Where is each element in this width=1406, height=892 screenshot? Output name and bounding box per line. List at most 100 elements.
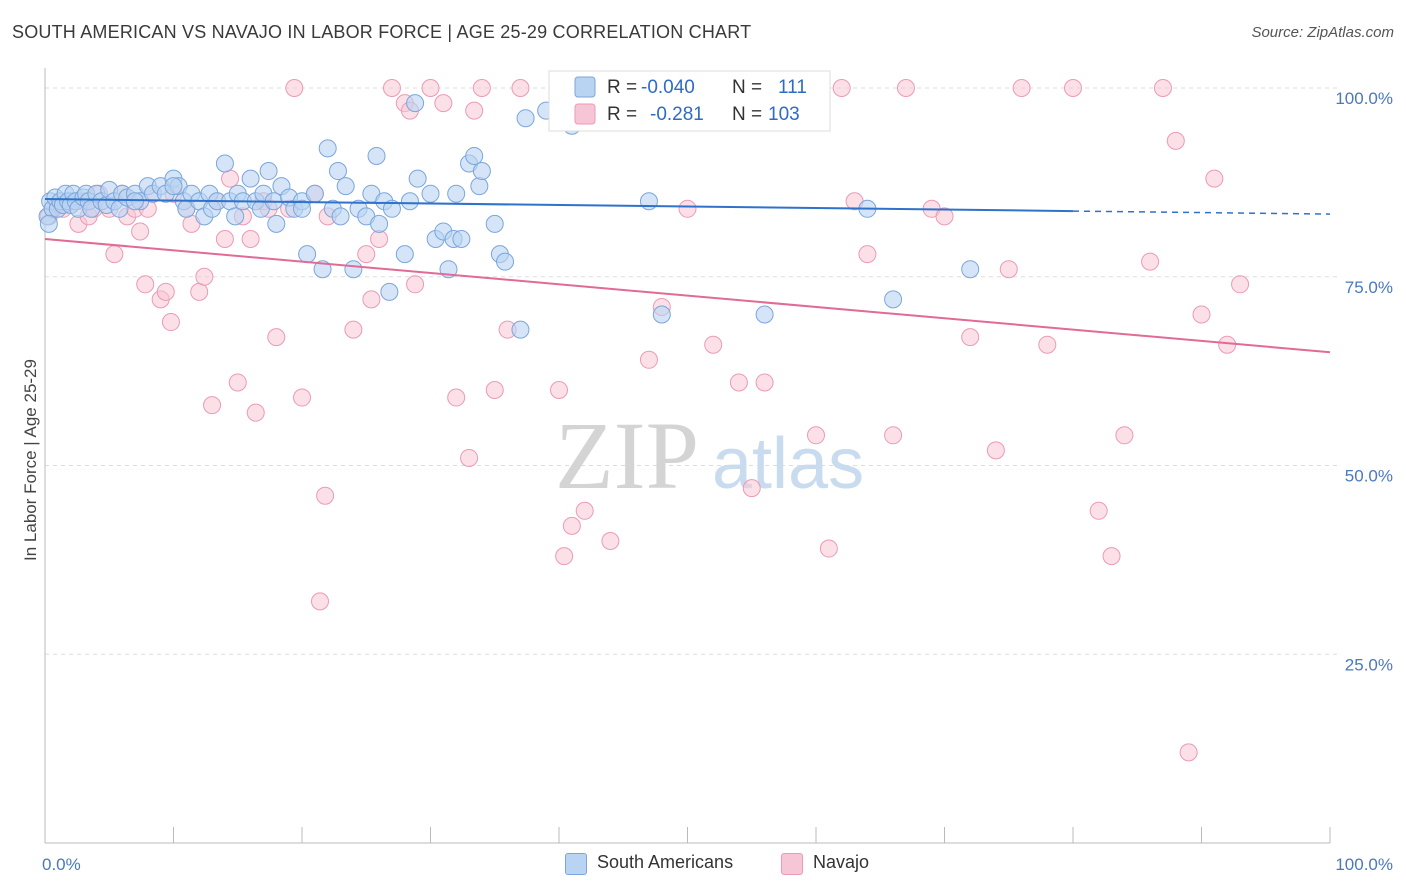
legend-n-label-2: N = <box>732 104 762 125</box>
south-american-point <box>328 162 347 181</box>
navajo-point <box>195 267 214 286</box>
south-american-point <box>380 282 399 301</box>
south-american-point <box>408 169 427 188</box>
south-american-point <box>961 260 980 279</box>
south-american-point <box>331 207 350 226</box>
navajo-point <box>858 245 877 264</box>
south-american-point <box>241 169 260 188</box>
south-american-point <box>259 162 278 181</box>
navajo-point <box>755 373 774 392</box>
navajo-point <box>550 381 568 399</box>
navajo-point <box>460 448 479 467</box>
south-american-point <box>884 290 903 309</box>
navajo-point <box>601 532 620 550</box>
watermark: ZIP atlas <box>555 402 864 509</box>
navajo-point <box>1012 79 1031 97</box>
south-american-point <box>305 184 324 203</box>
south-american-point <box>293 199 311 218</box>
south-american-point <box>395 245 414 264</box>
navajo-point <box>1192 305 1211 324</box>
navajo-point <box>511 79 530 97</box>
bottom-legend-label-south-americans: South Americans <box>597 852 734 872</box>
tick-labels: 25.0% 50.0% 75.0% 100.0% 0.0% 100.0% <box>42 89 1393 874</box>
bottom-legend: South Americans Navajo <box>0 852 1406 878</box>
navajo-point <box>221 169 240 188</box>
navajo-point <box>884 426 903 445</box>
navajo-point <box>1115 426 1134 445</box>
navajo-point <box>1089 501 1108 520</box>
navajo-point <box>555 547 574 566</box>
navajo-point <box>999 260 1018 279</box>
navajo-point <box>1153 79 1172 97</box>
legend-swatch-blue <box>574 76 596 98</box>
navajo-point <box>896 79 915 97</box>
source-label: Source: ZipAtlas.com <box>1251 24 1394 41</box>
legend-n-value-1: 111 <box>778 77 807 98</box>
navajo-point <box>370 230 389 248</box>
south-american-point <box>164 177 183 196</box>
navajo-point <box>241 230 260 248</box>
legend-swatch-pink <box>574 103 596 125</box>
navajo-point <box>961 328 980 347</box>
watermark-zip: ZIP <box>555 402 699 509</box>
navajo-point <box>1064 79 1082 97</box>
south-american-point <box>318 139 337 158</box>
south-american-point <box>452 230 471 248</box>
y-tick-label: 25.0% <box>1345 655 1393 674</box>
navajo-point <box>316 486 335 505</box>
navajo-point <box>485 381 504 399</box>
south-american-point <box>298 245 317 264</box>
south-american-point <box>470 177 489 196</box>
navajo-point <box>1141 252 1160 271</box>
navajo-point <box>285 79 304 97</box>
navajo-point <box>382 79 401 97</box>
navajo-point <box>190 282 209 301</box>
y-axis-label: In Labor Force | Age 25-29 <box>21 359 40 561</box>
south-american-point <box>367 146 386 165</box>
y-tick-label: 100.0% <box>1335 89 1393 108</box>
navajo-point <box>362 290 381 309</box>
south-american-point <box>496 252 515 271</box>
south-american-trend-extension <box>1072 210 1331 215</box>
chart-title: SOUTH AMERICAN VS NAVAJO IN LABOR FORCE … <box>12 22 752 42</box>
trend-lines <box>44 197 1331 354</box>
navajo-point <box>1102 547 1121 566</box>
legend-box: R = -0.040 N = 111 R = -0.281 N = 103 <box>548 70 831 132</box>
south-american-point <box>125 192 144 211</box>
south-american-point <box>485 214 504 233</box>
navajo-point <box>105 245 124 264</box>
south-american-point <box>465 146 484 165</box>
legend-r-value-2: -0.281 <box>650 104 704 125</box>
south-american-point <box>652 305 671 324</box>
navajo-point <box>639 350 658 369</box>
navajo-point <box>729 373 748 392</box>
south-american-point <box>639 192 658 211</box>
navajo-point <box>246 403 265 422</box>
navajo-point <box>1179 743 1198 762</box>
south-american-point <box>370 214 389 233</box>
navajo-point <box>465 101 484 120</box>
south-american-points <box>38 71 980 339</box>
y-tick-label: 75.0% <box>1345 278 1393 297</box>
navajo-point <box>215 230 234 248</box>
navajo-point <box>807 426 825 445</box>
legend-n-value-2: 103 <box>768 104 800 125</box>
navajo-point <box>357 245 376 264</box>
legend-n-label-1: N = <box>732 77 762 98</box>
navajo-point <box>344 320 363 339</box>
navajo-point <box>986 441 1005 460</box>
x-tick-label: 100.0% <box>1335 855 1393 874</box>
south-american-point <box>382 199 401 218</box>
south-american-point <box>472 162 491 181</box>
legend-r-value-1: -0.040 <box>641 77 695 98</box>
navajo-point <box>1166 131 1185 150</box>
navajo-point <box>1038 335 1057 354</box>
navajo-point <box>819 539 838 558</box>
navajo-point <box>136 275 155 294</box>
bottom-legend-swatch-pink <box>781 853 803 875</box>
south-american-point <box>344 260 363 279</box>
bottom-legend-swatch-blue <box>565 853 587 875</box>
south-american-point <box>39 214 58 233</box>
navajo-point <box>156 282 175 301</box>
navajo-point <box>935 207 954 226</box>
